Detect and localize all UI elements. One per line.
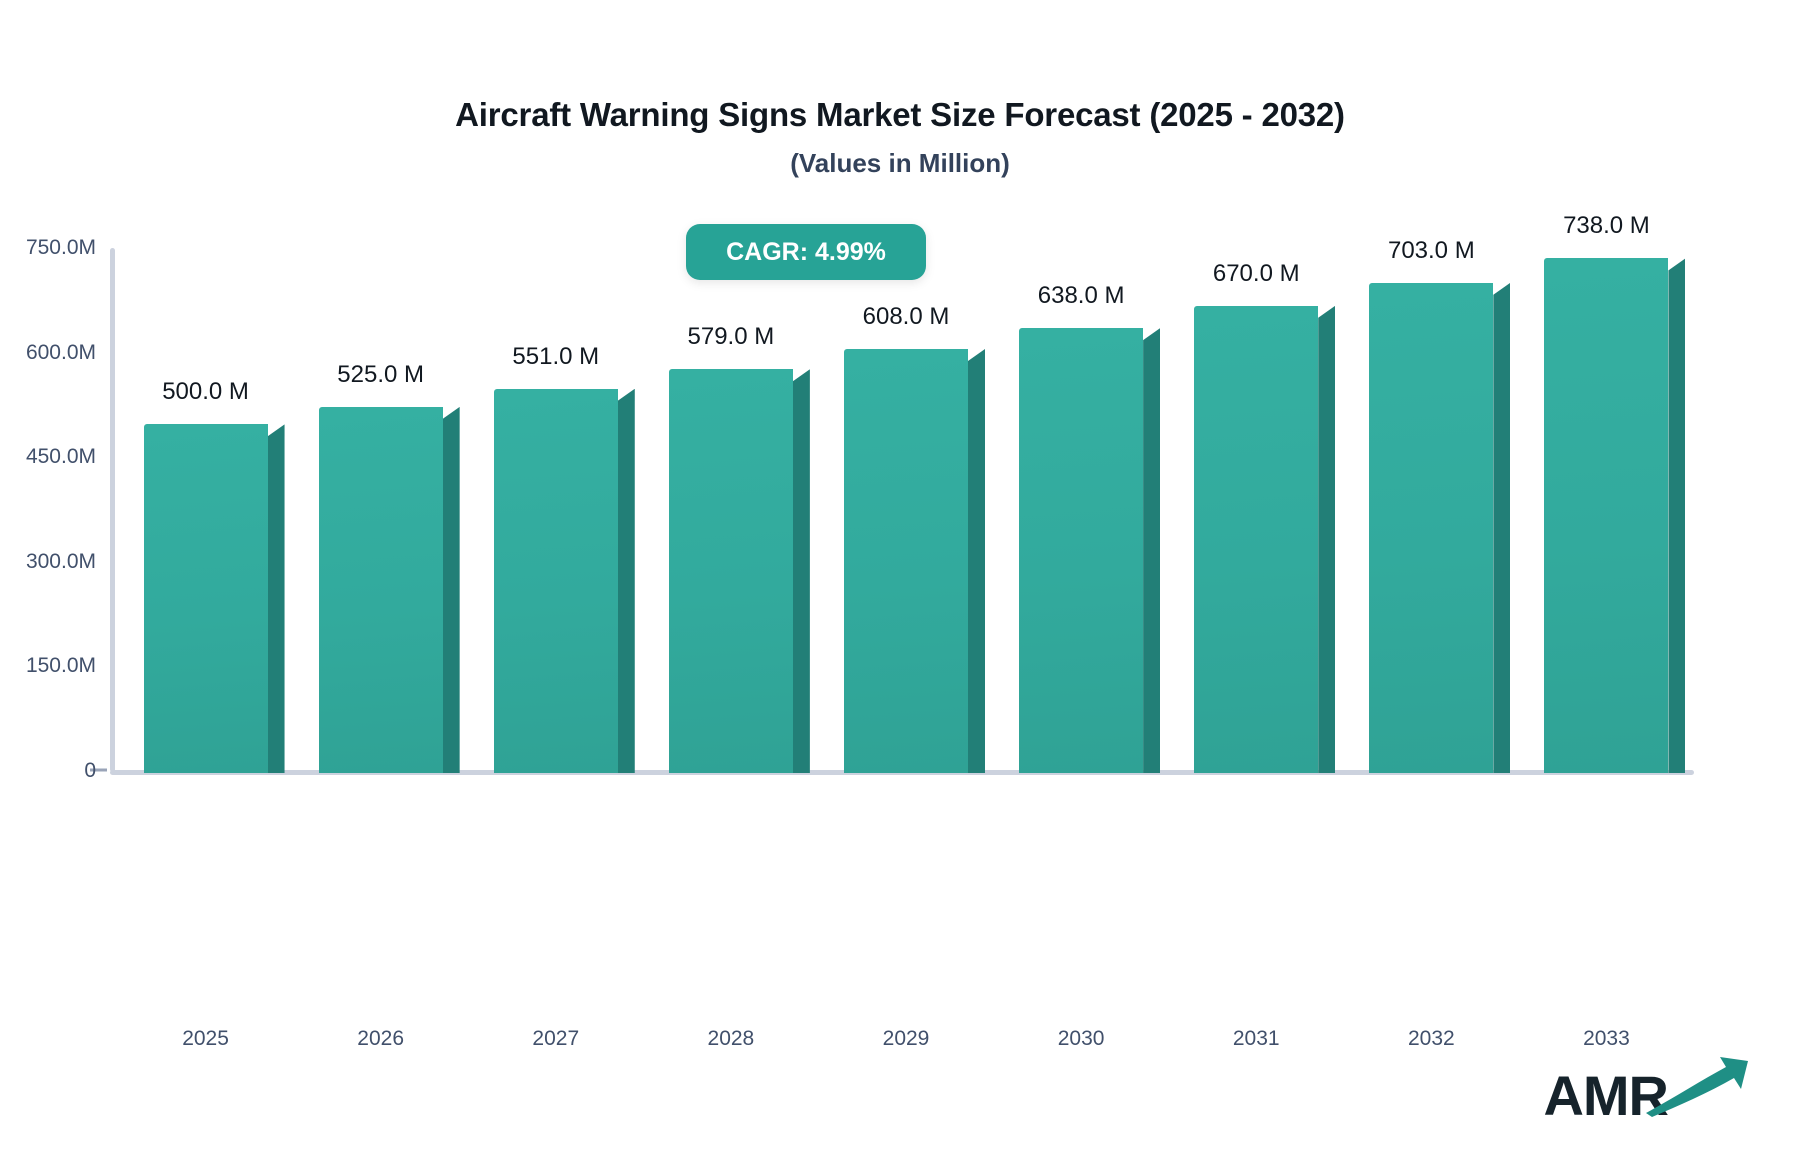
bar-side-face <box>617 388 635 773</box>
bar-group[interactable]: 608.0 M 2029 <box>844 240 985 1050</box>
bar-value-label: 738.0 M <box>1563 212 1650 240</box>
bar[interactable] <box>1194 305 1336 773</box>
bar[interactable] <box>1369 282 1511 773</box>
bar-group[interactable]: 670.0 M 2031 <box>1194 240 1336 1050</box>
growth-arrow-icon <box>1642 1051 1754 1128</box>
bar[interactable] <box>318 406 460 773</box>
bar-value-label: 608.0 M <box>862 303 950 331</box>
y-axis-tick-label: 450.0M <box>25 445 96 469</box>
x-axis-tick-label: 2033 <box>1583 1027 1630 1050</box>
y-axis-tick-label: 600.0M <box>25 340 96 364</box>
x-axis-tick-label: 2029 <box>882 1027 930 1050</box>
y-axis-zero-tick-mark <box>90 768 107 772</box>
bar-side-face <box>267 424 285 773</box>
bar-side-face <box>1493 282 1511 773</box>
y-axis-line <box>110 248 115 772</box>
bar-side-face <box>1143 328 1161 773</box>
bar-group[interactable]: 525.0 M 2026 <box>318 240 460 1050</box>
bar-value-label: 670.0 M <box>1212 259 1300 287</box>
bar[interactable] <box>493 388 635 773</box>
y-axis-tick-label: 300.0M <box>25 549 96 573</box>
y-axis-tick-label: 0 <box>84 759 96 782</box>
bar[interactable] <box>844 349 985 773</box>
amr-wordmark: AMR <box>1543 1064 1669 1128</box>
x-axis-tick-label: 2028 <box>707 1027 755 1050</box>
bar-side-face <box>442 406 460 773</box>
bar[interactable] <box>1544 258 1686 773</box>
x-axis-tick-label: 2032 <box>1407 1027 1455 1050</box>
bar-group[interactable]: 703.0 M 2032 <box>1369 237 1511 1050</box>
bar-value-label: 500.0 M <box>162 378 249 406</box>
bar-group[interactable]: 551.0 M 2027 <box>493 240 635 1050</box>
bar-value-label: 551.0 M <box>512 342 600 370</box>
bar-value-label: 525.0 M <box>337 360 425 388</box>
x-axis-tick-label: 2031 <box>1232 1027 1280 1050</box>
bar[interactable] <box>1019 328 1161 773</box>
bar-value-label: 579.0 M <box>687 323 775 351</box>
chart-title: Aircraft Warning Signs Market Size Forec… <box>455 96 1345 133</box>
cagr-badge: CAGR: 4.99% <box>686 224 926 280</box>
x-axis-tick-label: 2026 <box>357 1027 405 1050</box>
bar-front-face <box>1544 258 1669 773</box>
chart-subtitle: (Values in Million) <box>790 148 1010 178</box>
bar-front-face <box>143 424 268 773</box>
amr-logo: AMR <box>1543 1051 1754 1128</box>
bar-front-face <box>493 388 618 773</box>
bar-front-face <box>1194 305 1319 773</box>
bar-side-face <box>792 369 810 773</box>
bar-front-face <box>1369 282 1494 773</box>
y-axis-tick-label: 150.0M <box>25 654 96 678</box>
bar-group[interactable]: 738.0 M 2033 <box>1544 212 1686 1050</box>
bar-front-face <box>844 349 968 773</box>
x-axis-tick-label: 2027 <box>532 1027 580 1050</box>
bar-side-face <box>1668 258 1686 773</box>
bar[interactable] <box>143 424 285 773</box>
bar-series: 500.0 M 2025 525.0 M 2026 551.0 M 2027 579.0 M… <box>118 212 1694 1050</box>
bar-front-face <box>318 406 443 773</box>
bar-group[interactable]: 638.0 M 2030 <box>1019 240 1161 1050</box>
y-axis-tick-labels: 750.0M 600.0M 450.0M 300.0M 150.0M 0 <box>0 0 110 1156</box>
bar-group[interactable]: 500.0 M 2025 <box>143 240 285 1050</box>
bar-side-face <box>1318 305 1336 773</box>
bar-value-label: 638.0 M <box>1037 282 1125 310</box>
x-axis-tick-label: 2030 <box>1057 1027 1105 1050</box>
bar-side-face <box>968 349 985 773</box>
y-axis-tick-label: 750.0M <box>25 236 96 259</box>
bar-front-face <box>668 369 793 773</box>
bar-front-face <box>1019 328 1144 773</box>
bar[interactable] <box>668 369 810 773</box>
x-axis-tick-label: 2025 <box>182 1027 229 1050</box>
bar-value-label: 703.0 M <box>1387 236 1475 264</box>
bar-group[interactable]: 579.0 M 2028 <box>668 240 810 1050</box>
